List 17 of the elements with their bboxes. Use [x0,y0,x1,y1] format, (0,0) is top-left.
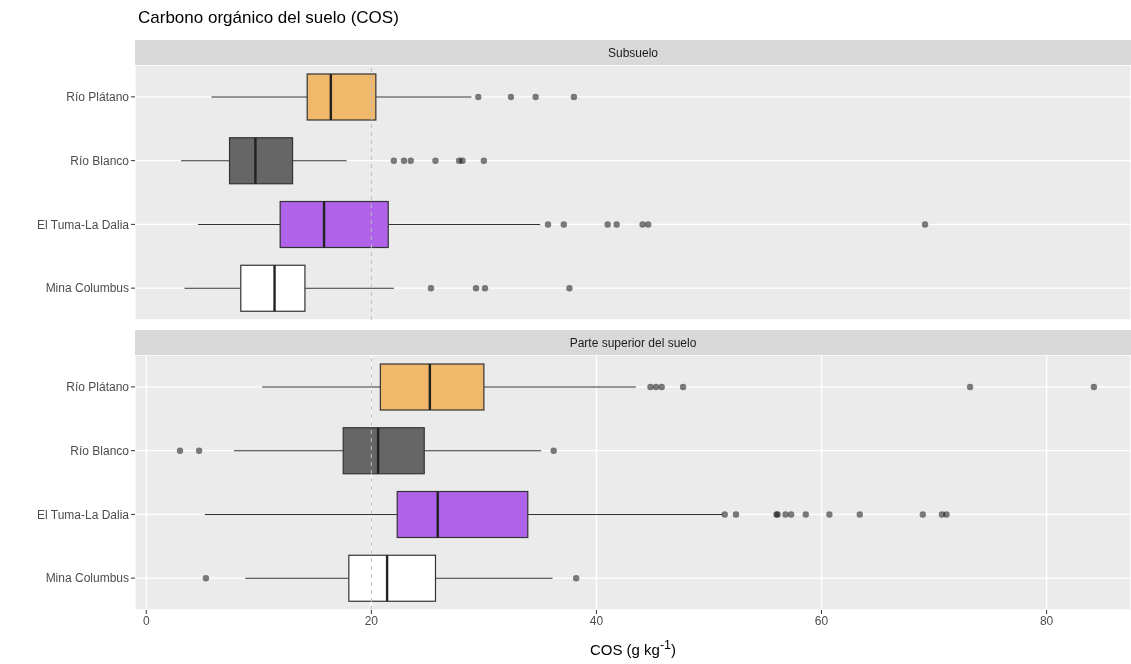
y-tick-label: El Tuma-La Dalia [36,507,130,522]
x-tick-label: 80 [1039,613,1054,628]
y-tick-label: Río Plátano [66,380,130,395]
y-tick-label: Río Blanco [70,153,130,168]
x-tick-label: 20 [364,613,379,628]
x-axis-title: COS (g kg$^{-1}$) [588,637,678,658]
chart-subtitle: Parte superior del suelo [135,330,1131,355]
y-tick-label: Mina Columbus [45,571,129,586]
y-tick-label: El Tuma-La Dalia [36,217,130,232]
x-tick-label: 60 [814,613,829,628]
x-tick-label: 0 [142,613,150,628]
chart-subtitle: Subsuelo [135,40,1131,65]
y-tick-label: Río Plátano [66,90,130,105]
y-tick-label: Mina Columbus [45,281,129,296]
x-tick-label: 40 [589,613,604,628]
y-tick-label: Río Blanco [70,443,130,458]
chart-title: Carbono orgánico del suelo (COS) [137,7,400,29]
